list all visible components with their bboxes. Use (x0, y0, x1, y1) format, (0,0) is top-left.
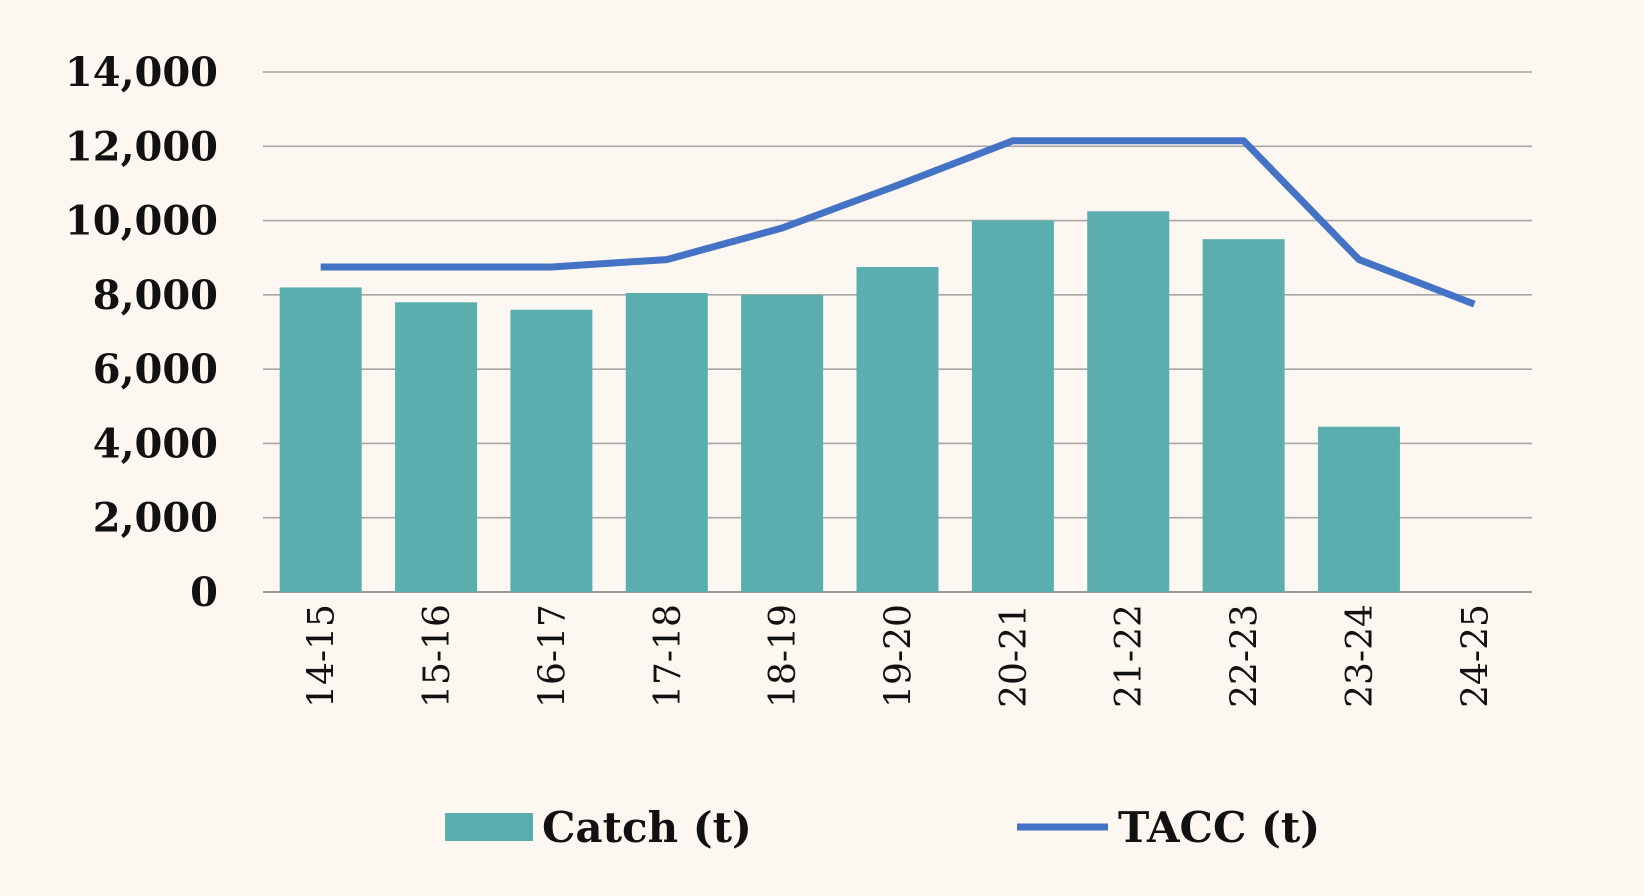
x-tick-label: 24-25 (1455, 604, 1496, 708)
catch-bar (395, 302, 478, 592)
catch-bar (625, 293, 708, 592)
x-tick-label: 22-23 (1225, 604, 1266, 708)
catch-bar (510, 309, 593, 592)
legend: Catch (t) TACC (t) (445, 803, 1320, 852)
y-tick-label: 10,000 (65, 198, 218, 245)
legend-swatch-catch (445, 813, 533, 841)
x-tick-label: 14-15 (302, 604, 343, 708)
x-tick-label: 18-19 (763, 604, 804, 708)
x-tick-label: 16-17 (532, 604, 573, 708)
catch-bars (279, 211, 1400, 593)
y-tick-label: 8,000 (93, 272, 218, 319)
tacc-line (320, 137, 1476, 308)
x-tick-label: 17-18 (648, 604, 689, 708)
x-tick-label: 20-21 (994, 604, 1035, 708)
legend-label-catch: Catch (t) (542, 803, 752, 852)
y-tick-label: 14,000 (65, 49, 218, 96)
x-axis: 14-15 15-16 16-17 17-18 18-19 19-20 20-21 21-22… (302, 604, 1497, 708)
catch-bar (1087, 211, 1170, 593)
catch-bar (1317, 426, 1400, 592)
x-tick-label: 21-22 (1109, 604, 1150, 708)
tacc-line-group (320, 137, 1476, 308)
catch-bar (1202, 239, 1285, 592)
catch-bar (856, 267, 939, 592)
y-tick-label: 0 (190, 569, 218, 616)
x-tick-label: 23-24 (1340, 604, 1381, 708)
y-axis: 0 2,000 4,000 6,000 8,000 10,000 12,000 14,000 (65, 49, 218, 616)
x-tick-label: 15-16 (417, 604, 458, 708)
legend-label-tacc: TACC (t) (1118, 803, 1320, 852)
catch-bar (971, 220, 1054, 593)
y-tick-label: 6,000 (93, 346, 218, 393)
catch-bar (741, 294, 824, 592)
y-tick-label: 2,000 (93, 495, 218, 542)
catch-bar (279, 287, 362, 592)
y-tick-label: 12,000 (65, 123, 218, 170)
x-tick-label: 19-20 (879, 604, 920, 708)
y-tick-label: 4,000 (93, 420, 218, 467)
